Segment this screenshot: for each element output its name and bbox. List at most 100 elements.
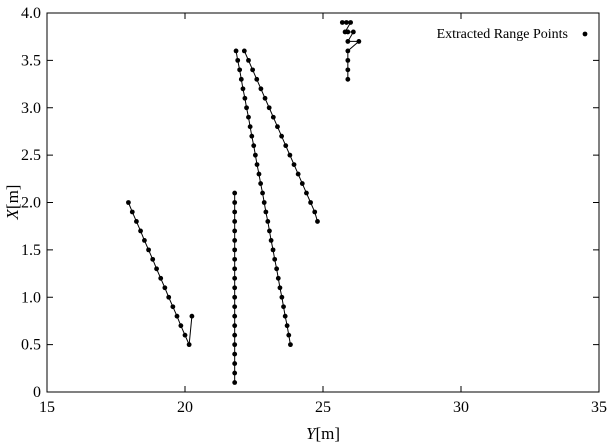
data-point [232, 323, 238, 329]
y-tick-label: 2.5 [21, 147, 41, 164]
x-tick-label: 25 [315, 399, 331, 416]
data-point [270, 114, 276, 120]
data-point [261, 200, 267, 205]
data-point [232, 361, 238, 366]
data-point [232, 238, 238, 243]
data-point [134, 219, 139, 224]
data-point [235, 57, 241, 63]
data-point [258, 181, 264, 186]
data-point [279, 294, 285, 300]
y-axis-label: X[m] [3, 185, 22, 221]
data-point [286, 332, 292, 338]
data-point [246, 114, 251, 120]
data-point [246, 57, 251, 63]
y-tick-label: 1.0 [21, 289, 41, 306]
data-point [270, 247, 276, 253]
data-point [182, 332, 188, 338]
data-point [232, 313, 238, 319]
data-point [277, 285, 283, 291]
data-point [249, 133, 255, 139]
data-point [281, 304, 286, 310]
data-point [232, 380, 238, 385]
data-point [251, 143, 257, 149]
data-point [232, 304, 238, 310]
data-point [304, 190, 309, 196]
x-tick-label: 20 [177, 399, 193, 416]
data-point [241, 48, 247, 54]
data-point [275, 124, 280, 130]
legend-label: Extracted Range Points [437, 27, 568, 42]
data-point [252, 152, 258, 158]
data-point [237, 67, 243, 73]
data-point [154, 266, 159, 272]
data-point [315, 219, 320, 224]
data-point [283, 143, 289, 149]
data-point [232, 209, 238, 215]
data-point [232, 266, 238, 272]
data-point [232, 275, 238, 281]
data-point [268, 238, 274, 243]
data-point [288, 342, 293, 348]
data-point [266, 105, 272, 111]
data-point [166, 294, 172, 300]
data-point [274, 266, 280, 272]
data-point [287, 152, 293, 158]
data-point [250, 67, 256, 73]
data-point [232, 285, 238, 291]
data-point [138, 228, 143, 234]
data-point [158, 275, 164, 281]
data-point [308, 200, 313, 205]
data-point [282, 313, 288, 319]
data-point [339, 20, 345, 25]
y-tick-label: 0 [33, 384, 41, 401]
data-point [284, 323, 290, 329]
data-point [238, 76, 244, 82]
data-point [254, 76, 260, 82]
data-point [344, 20, 349, 25]
x-axis: 15 20 25 30 35 [39, 13, 607, 416]
data-point [189, 313, 195, 319]
data-point [345, 29, 351, 35]
data-point [254, 162, 260, 168]
x-tick-label: 15 [39, 399, 55, 416]
data-point [232, 219, 238, 224]
data-point [258, 86, 264, 92]
data-point [275, 275, 281, 281]
data-point [232, 351, 238, 357]
data-point [279, 133, 284, 139]
data-point [263, 209, 269, 215]
data-point [299, 181, 305, 186]
plot-area [126, 20, 362, 385]
y-tick-label: 4.0 [21, 5, 41, 22]
x-tick-label: 30 [453, 399, 469, 416]
data-point [232, 332, 238, 338]
data-point [232, 200, 238, 205]
data-point [186, 342, 192, 348]
data-point [256, 171, 262, 177]
data-point [350, 29, 356, 35]
y-tick-label: 2.0 [21, 195, 41, 212]
data-point [295, 171, 301, 177]
data-point [142, 238, 147, 243]
data-point [162, 285, 168, 291]
data-point [345, 76, 351, 82]
x-axis-label: Y[m] [306, 424, 340, 443]
data-point [232, 256, 238, 262]
data-point [232, 294, 238, 300]
data-point [174, 313, 180, 319]
data-point [232, 190, 238, 196]
data-point [345, 57, 351, 63]
data-point [345, 67, 351, 73]
y-tick-label: 1.5 [21, 242, 41, 259]
data-point [242, 95, 248, 101]
data-point [170, 304, 176, 310]
data-point [244, 105, 249, 111]
y-tick-label: 0.5 [21, 337, 41, 354]
data-point [348, 20, 353, 25]
legend-marker [582, 31, 588, 37]
data-point [345, 48, 351, 54]
data-point [146, 247, 151, 253]
data-point [272, 256, 278, 262]
data-point [233, 48, 239, 54]
